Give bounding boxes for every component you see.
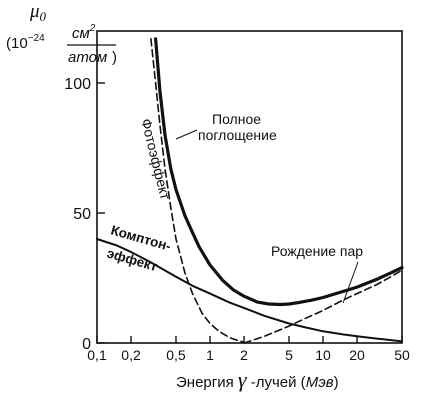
y-tick-label: 0 [82, 336, 91, 353]
series-total-absorption [154, 37, 404, 307]
x-tick-label: 50 [394, 347, 410, 363]
y-unit-prefix: (10 [6, 35, 28, 52]
x-tick-label: 20 [349, 347, 365, 363]
label-total-line1: Полное [212, 111, 261, 127]
y-unit-denominator: атом [68, 49, 107, 66]
x-label-post: ) [334, 374, 339, 391]
x-tick-label: 1 [206, 347, 214, 363]
y-axis-unit: μ0 (10−24 см2 атом ) [6, 1, 117, 66]
y-ticks: 0 50 100 [64, 76, 105, 353]
y-unit-close: ) [112, 49, 117, 66]
y-symbol: μ [29, 1, 40, 22]
series-compton [96, 238, 403, 343]
y-tick-label: 100 [64, 76, 91, 93]
x-tick-label: 10 [315, 347, 331, 363]
label-compton-line2: эффект [105, 245, 159, 274]
svg-text:(10−24: (10−24 [6, 33, 45, 52]
x-label-mid: -лучей ( [247, 374, 306, 391]
label-total-line2: поглощение [198, 127, 277, 143]
label-pair-pointer [342, 261, 359, 304]
x-label-gamma: γ [238, 367, 248, 392]
svg-text:μ0: μ0 [29, 1, 47, 24]
x-tick-label: 2 [240, 347, 248, 363]
x-tick-label: 0,5 [166, 347, 186, 363]
y-symbol-subscript: 0 [40, 9, 47, 24]
label-total-pointer [175, 129, 198, 140]
x-label-unit: Мэв [306, 374, 334, 391]
series-layer [96, 37, 404, 344]
curve-labels: Полное поглощение Фотоэффект Комптон- эф… [105, 111, 363, 304]
series-pair-production [243, 269, 403, 344]
y-unit-numerator-exponent: 2 [89, 23, 96, 34]
y-unit-exponent: −24 [28, 33, 45, 44]
label-pair-production: Рождение пар [271, 243, 363, 259]
x-ticks: 0,1 0,2 0,5 1 2 5 10 20 50 [87, 336, 410, 363]
svg-text:см2: см2 [72, 23, 96, 42]
x-label-pre: Энергия [176, 374, 238, 391]
y-unit-numerator: см [72, 25, 90, 42]
plot-frame [96, 30, 403, 344]
x-tick-label: 0,2 [121, 347, 141, 363]
y-tick-label: 50 [73, 206, 91, 223]
x-axis-label: Энергия γ -лучей (Мэв) [176, 367, 339, 392]
x-tick-label: 0,1 [87, 347, 107, 363]
x-tick-label: 5 [285, 347, 293, 363]
